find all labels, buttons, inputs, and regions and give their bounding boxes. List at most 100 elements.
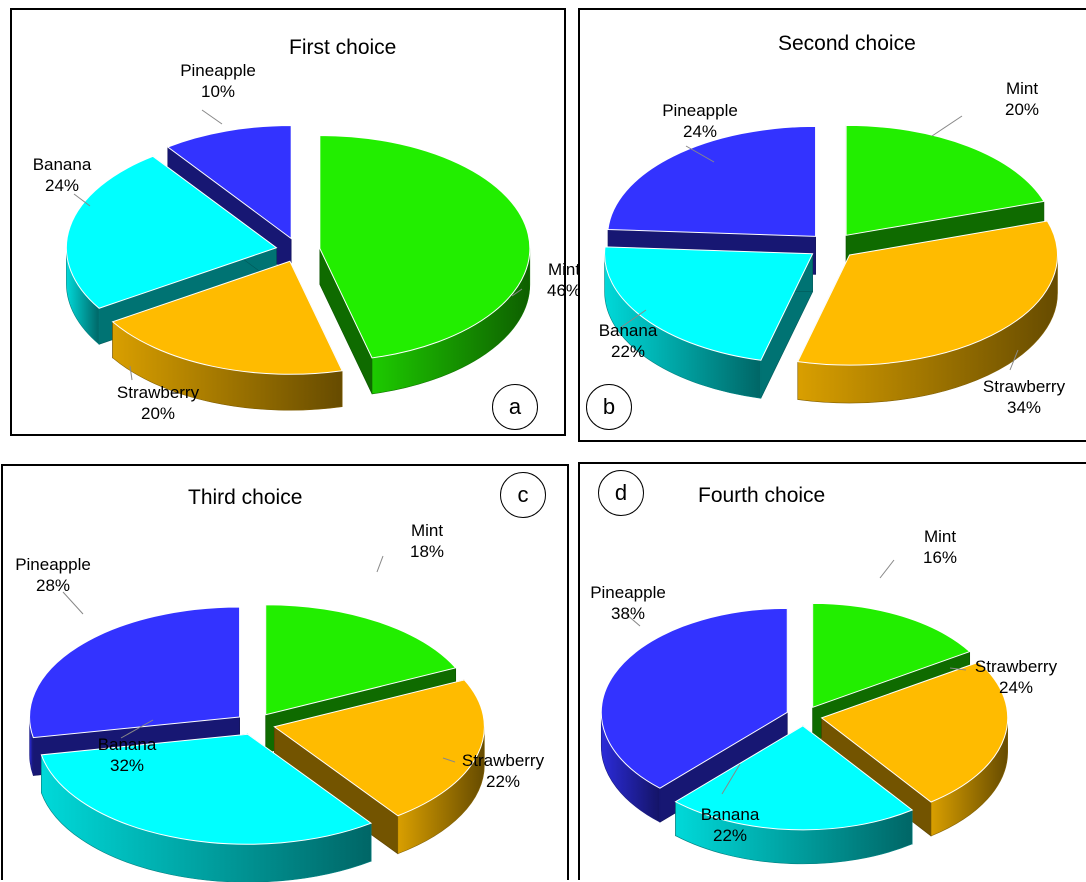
pie-slice-top (65, 155, 278, 309)
slice-percent: 24% (999, 678, 1033, 697)
label-leader-line (625, 613, 641, 627)
slice-name: Mint (548, 260, 580, 279)
slice-percent: 46% (547, 281, 581, 300)
panel-label-badge: a (492, 384, 538, 430)
slice-label-strawberry: Strawberry 20% (117, 383, 200, 423)
slice-name: Pineapple (662, 101, 738, 120)
slice-percent: 20% (1005, 100, 1039, 119)
pie-slice-top (600, 607, 788, 789)
label-leader-line (721, 763, 741, 795)
pie-slice-banana (604, 246, 814, 399)
pie-slice-strawberry (111, 260, 343, 411)
slice-label-pineapple: Pineapple 38% (590, 583, 666, 623)
slice-percent: 22% (486, 772, 520, 791)
chart-title: Third choice (188, 486, 303, 509)
pie-chart-a: Mint 46% Strawberry 20% Banana 24% Pineapple 10… (33, 61, 581, 423)
slice-label-banana: Banana 24% (33, 155, 92, 195)
chart-title: Second choice (778, 32, 916, 55)
pie-slice-top (319, 134, 531, 359)
slice-percent: 18% (410, 542, 444, 561)
slice-name: Strawberry (975, 657, 1058, 676)
chart-title: First choice (289, 36, 397, 59)
pie-slice-top (273, 679, 485, 817)
label-leader-line (879, 559, 895, 579)
pie-slice-top (845, 124, 1045, 236)
slice-percent: 10% (201, 82, 235, 101)
pie-chart-b: Mint 20% Strawberry 34% Banana 22% Pineapple 24… (599, 79, 1066, 417)
pie-slice-top (674, 725, 914, 831)
slice-name: Banana (701, 805, 760, 824)
slice-percent: 22% (713, 826, 747, 845)
slice-name: Strawberry (117, 383, 200, 402)
slice-percent: 20% (141, 404, 175, 423)
label-leader-line (73, 193, 91, 207)
slice-name: Pineapple (15, 555, 91, 574)
pie-slice-strawberry (797, 220, 1058, 404)
slice-name: Mint (924, 527, 956, 546)
label-leader-line (62, 591, 84, 615)
pie-slice-mint (319, 134, 531, 395)
slice-label-strawberry: Strawberry 24% (975, 657, 1058, 697)
slice-name: Mint (411, 521, 443, 540)
slice-name: Strawberry (462, 751, 545, 770)
slice-label-banana: Banana 32% (98, 735, 157, 775)
slice-percent: 28% (36, 576, 70, 595)
chart-panel-a: First choice a Mint 46% Strawberry 20% Banan… (10, 8, 581, 436)
panel-label-badge: c (500, 472, 546, 518)
pie-slice-top (166, 124, 292, 240)
slice-percent: 24% (683, 122, 717, 141)
pie-slice-top (812, 602, 971, 709)
slice-name: Strawberry (983, 377, 1066, 396)
pie-slice-top (111, 260, 343, 375)
slice-percent: 32% (110, 756, 144, 775)
slice-label-pineapple: Pineapple 24% (662, 101, 738, 141)
chart-panel-b: Second choice b Mint 20% Strawberry 34% Bana… (578, 8, 1086, 442)
pie-slice-top (40, 733, 373, 845)
label-leader-line (201, 109, 223, 125)
slice-label-pineapple: Pineapple 28% (15, 555, 91, 595)
slice-name: Pineapple (180, 61, 256, 80)
pie-slice-top (607, 125, 817, 237)
label-leader-line (685, 145, 715, 163)
slice-name: Banana (98, 735, 157, 754)
pie-chart-c: Mint 18% Strawberry 22% Banana 32% Pineapple 28… (15, 521, 545, 882)
slice-label-strawberry: Strawberry 22% (462, 751, 545, 791)
pie-slice-top (820, 661, 1009, 803)
pie-slice-banana (674, 725, 914, 865)
chart-panel-c: Third choice c Mint 18% Strawberry 22% Banan… (1, 464, 569, 882)
slice-label-strawberry: Strawberry 34% (983, 377, 1066, 417)
slice-percent: 22% (611, 342, 645, 361)
slice-percent: 38% (611, 604, 645, 623)
slice-percent: 34% (1007, 398, 1041, 417)
slice-percent: 16% (923, 548, 957, 567)
pie-slice-banana (40, 733, 373, 882)
slice-percent: 24% (45, 176, 79, 195)
label-leader-line (376, 555, 384, 573)
slice-label-pineapple: Pineapple 10% (180, 61, 256, 101)
slice-label-banana: Banana 22% (599, 321, 658, 361)
label-leader-line (619, 309, 647, 329)
slice-name: Banana (33, 155, 92, 174)
pie-slice-strawberry (273, 679, 485, 855)
label-leader-line (129, 365, 133, 381)
label-leader-line (442, 757, 456, 763)
slice-label-mint: Mint 46% (547, 260, 581, 300)
label-leader-line (511, 288, 523, 297)
chart-title: Fourth choice (698, 484, 826, 507)
slice-label-banana: Banana 22% (701, 805, 760, 845)
panel-label-badge: d (598, 470, 644, 516)
label-leader-line (949, 667, 967, 671)
pie-chart-d: Mint 16% Strawberry 24% Banana 22% Pineapple 38… (590, 527, 1058, 865)
chart-panel-d: Fourth choice d Mint 16% Strawberry 24% Bana… (578, 462, 1086, 880)
slice-label-mint: Mint 18% (410, 521, 444, 561)
pie-slice-top (29, 606, 241, 739)
pie-slice-top (265, 604, 457, 716)
slice-label-mint: Mint 16% (923, 527, 957, 567)
label-leader-line (1009, 349, 1019, 371)
slice-name: Banana (599, 321, 658, 340)
pie-slice-top (604, 246, 814, 361)
label-leader-line (120, 719, 154, 739)
slice-name: Mint (1006, 79, 1038, 98)
slice-name: Pineapple (590, 583, 666, 602)
panel-label-badge: b (586, 384, 632, 430)
